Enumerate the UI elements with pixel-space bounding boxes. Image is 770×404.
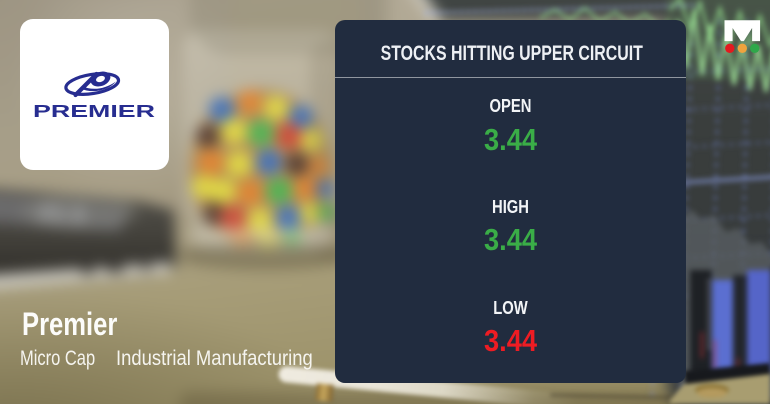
svg-text:PREMIER: PREMIER bbox=[33, 101, 156, 121]
svg-text:21:3: 21:3 bbox=[38, 199, 86, 228]
